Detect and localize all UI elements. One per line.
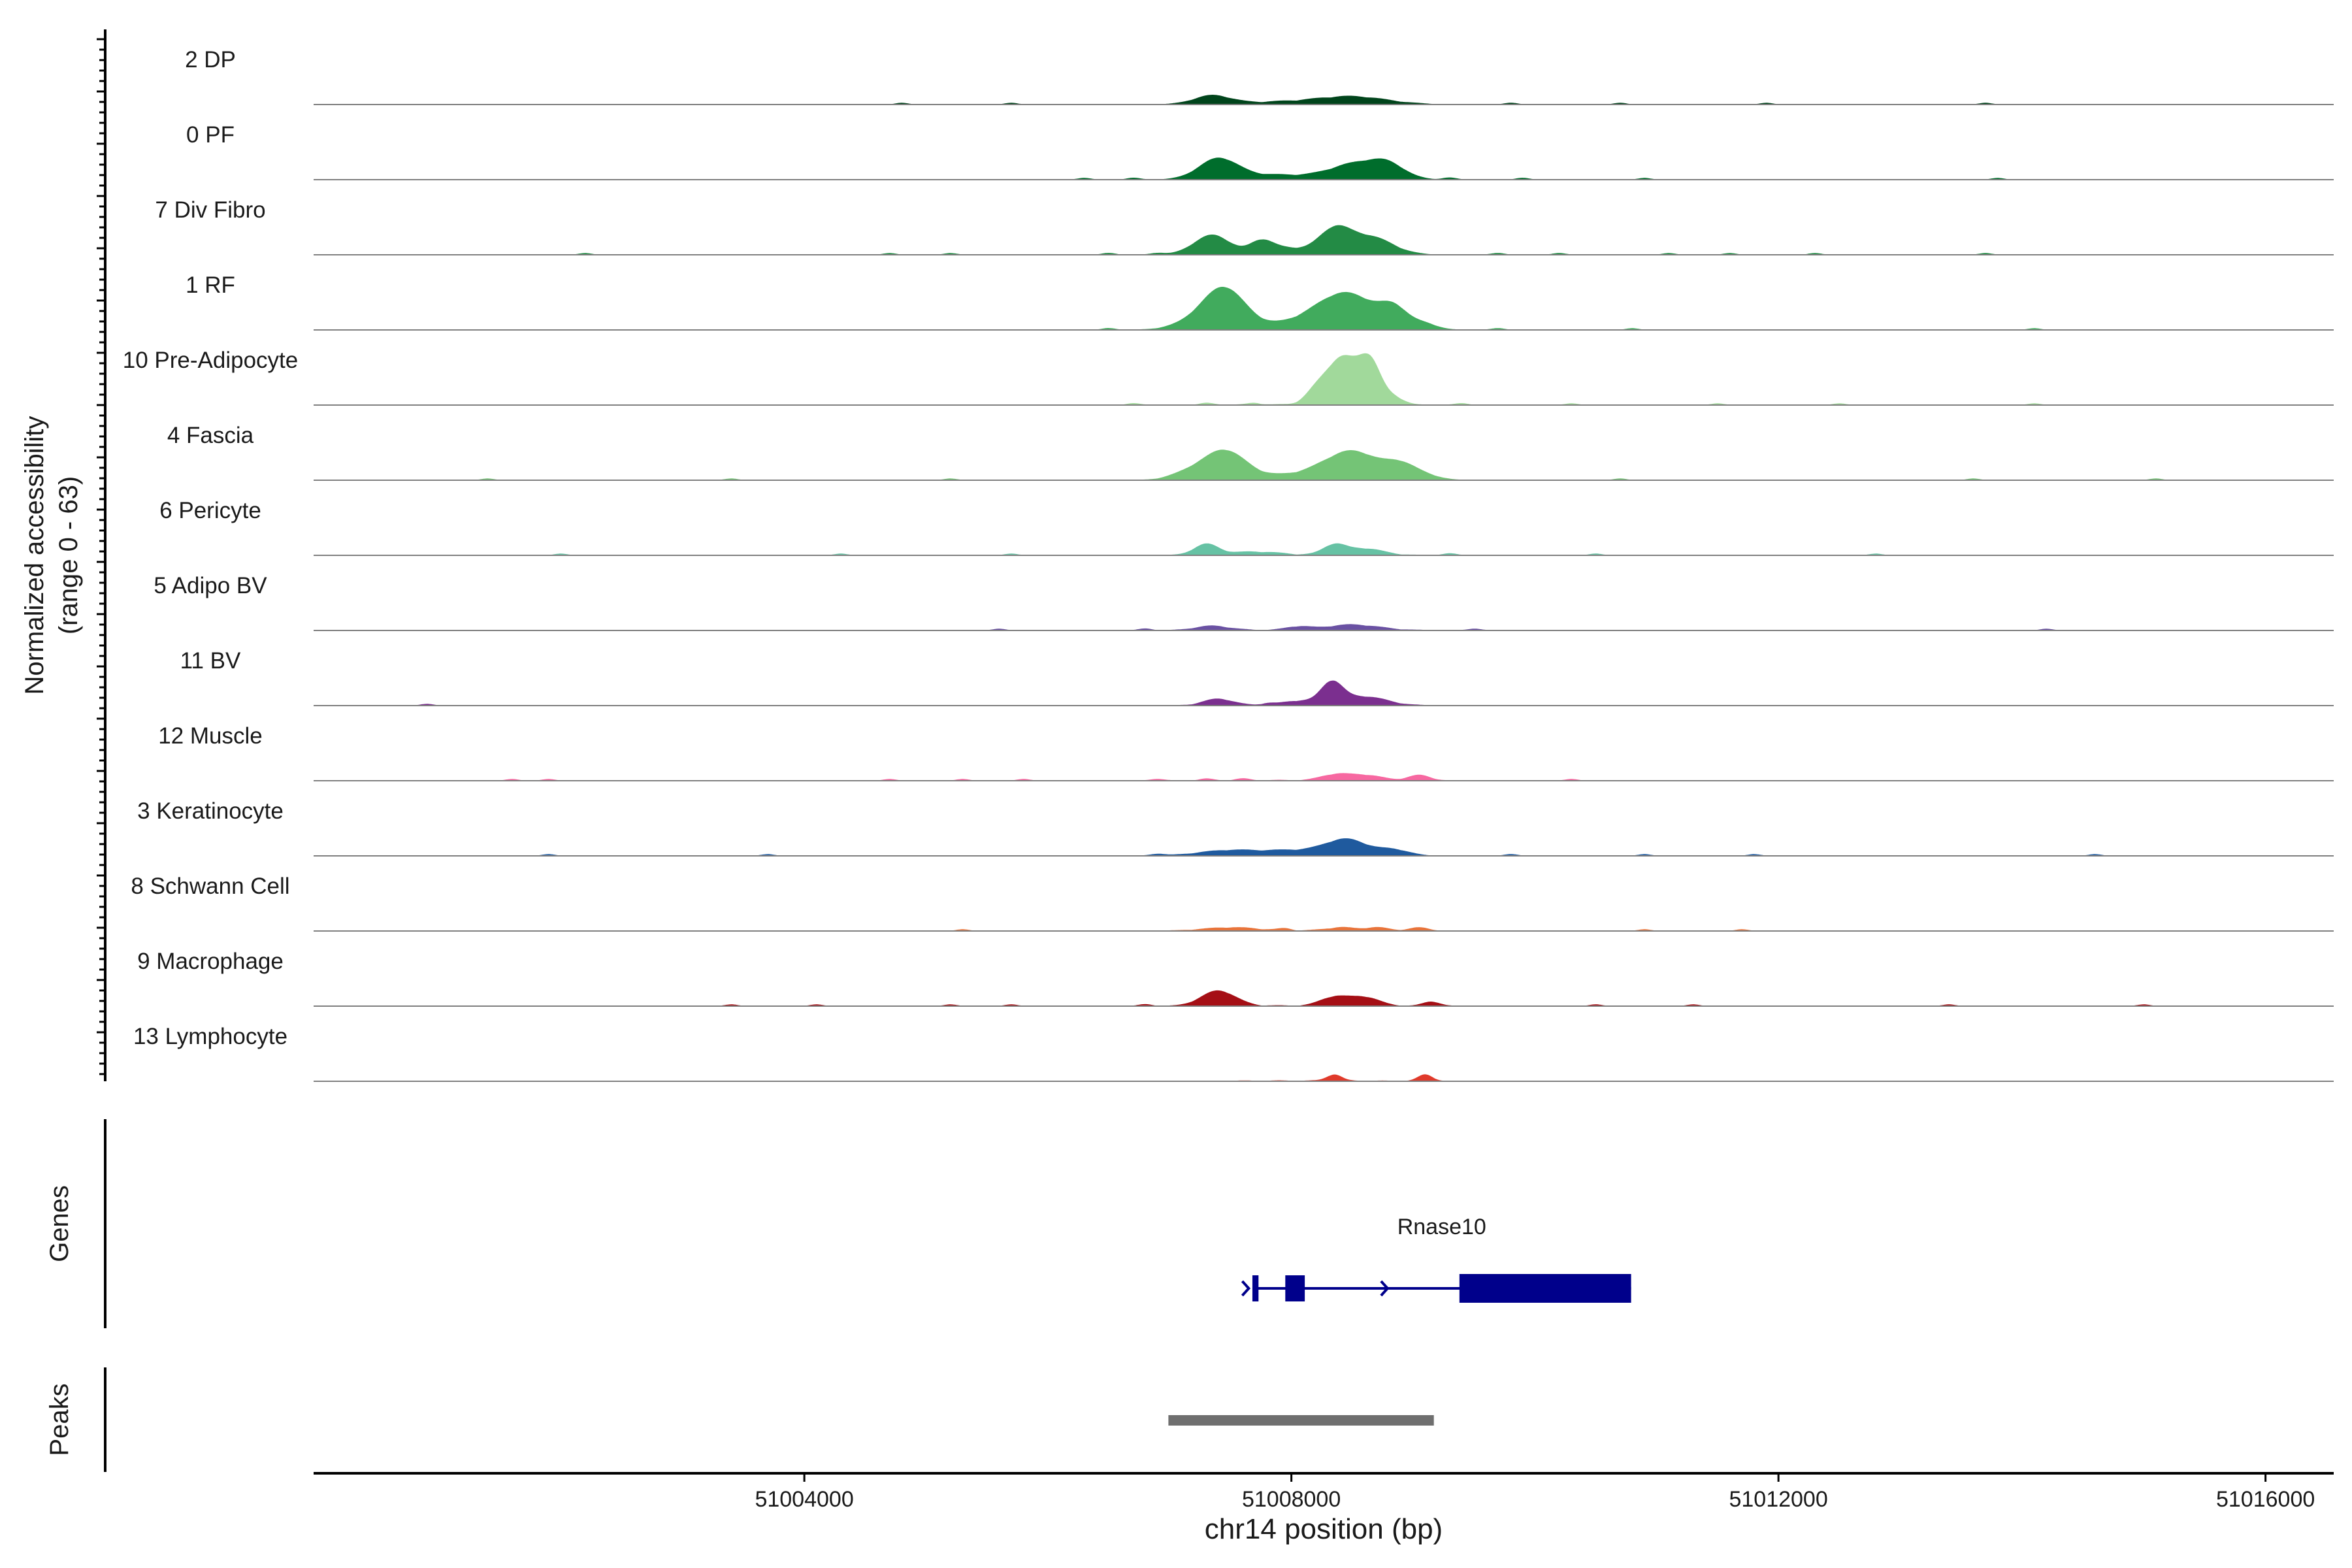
x-tick-label: 51008000: [1242, 1487, 1341, 1512]
track-2: 7 Div Fibro: [155, 197, 2334, 255]
track-label: 10 Pre-Adipocyte: [123, 348, 298, 373]
gene-exon: [1252, 1275, 1259, 1301]
track-label: 3 Keratinocyte: [137, 798, 284, 824]
track-6: 6 Pericyte: [159, 498, 2334, 556]
track-3: 1 RF: [186, 272, 2334, 331]
track-10: 3 Keratinocyte: [137, 798, 2334, 857]
coverage-area: [314, 353, 2334, 405]
track-4: 10 Pre-Adipocyte: [123, 348, 2334, 406]
coverage-area: [314, 624, 2334, 630]
genes-panel-label: Genes: [45, 1185, 74, 1262]
coverage-area: [314, 449, 2334, 480]
y-axis-minor-ticks: [97, 38, 105, 1075]
x-tick-label: 51012000: [1729, 1487, 1827, 1512]
x-tick-label: 51004000: [755, 1487, 853, 1512]
track-11: 8 Schwann Cell: [131, 874, 2334, 932]
strand-arrow: [1241, 1280, 1251, 1297]
track-label: 5 Adipo BV: [154, 573, 267, 598]
track-label: 1 RF: [186, 272, 235, 298]
gene-annotation: Rnase10: [1241, 1215, 1631, 1303]
track-label: 6 Pericyte: [159, 498, 261, 523]
track-label: 8 Schwann Cell: [131, 874, 289, 899]
coverage-area: [314, 287, 2334, 330]
peak-region-bar: [1168, 1415, 1434, 1426]
y-axis-label-line1: Normalized accessibility: [20, 416, 49, 695]
track-8: 11 BV: [180, 648, 2334, 706]
track-label: 13 Lymphocyte: [133, 1024, 287, 1049]
track-label: 4 Fascia: [167, 423, 254, 448]
gene-name-label: Rnase10: [1397, 1215, 1486, 1239]
coverage-area: [314, 225, 2334, 255]
coverage-area: [314, 157, 2334, 180]
track-9: 12 Muscle: [158, 723, 2334, 781]
x-tick-label: 51016000: [2216, 1487, 2315, 1512]
peak-regions: [1168, 1415, 1434, 1426]
track-label: 11 BV: [180, 648, 241, 674]
coverage-area: [314, 1074, 2334, 1081]
track-1: 0 PF: [186, 122, 2334, 180]
x-axis-ticks: 51004000 51008000 51012000 51016000: [755, 1473, 2315, 1512]
track-label: 7 Div Fibro: [155, 197, 265, 223]
track-0: 2 DP: [185, 47, 2334, 105]
strand-arrow: [1380, 1280, 1390, 1297]
track-13: 13 Lymphocyte: [133, 1024, 2334, 1082]
track-label: 12 Muscle: [158, 723, 263, 749]
coverage-tracks: 2 DP 0 PF 7 Div Fibro 1 RF 10 Pre-Adipocyte 4…: [123, 47, 2334, 1082]
track-7: 5 Adipo BV: [154, 573, 2334, 631]
coverage-area: [314, 838, 2334, 856]
track-12: 9 Macrophage: [137, 949, 2334, 1007]
gene-exon: [1285, 1275, 1305, 1301]
track-label: 0 PF: [186, 122, 235, 148]
y-axis-label-line2: (range 0 - 63): [54, 476, 83, 634]
coverage-area: [314, 990, 2334, 1006]
track-label: 2 DP: [185, 47, 236, 73]
gene-exon: [1459, 1274, 1631, 1303]
coverage-area: [314, 773, 2334, 781]
coverage-area: [314, 680, 2334, 706]
track-label: 9 Macrophage: [137, 949, 284, 974]
track-5: 4 Fascia: [167, 423, 2334, 481]
x-axis-label: chr14 position (bp): [1205, 1513, 1443, 1545]
coverage-area: [314, 95, 2334, 105]
coverage-area: [314, 926, 2334, 931]
peaks-panel-label: Peaks: [45, 1383, 74, 1456]
coverage-area: [314, 543, 2334, 555]
